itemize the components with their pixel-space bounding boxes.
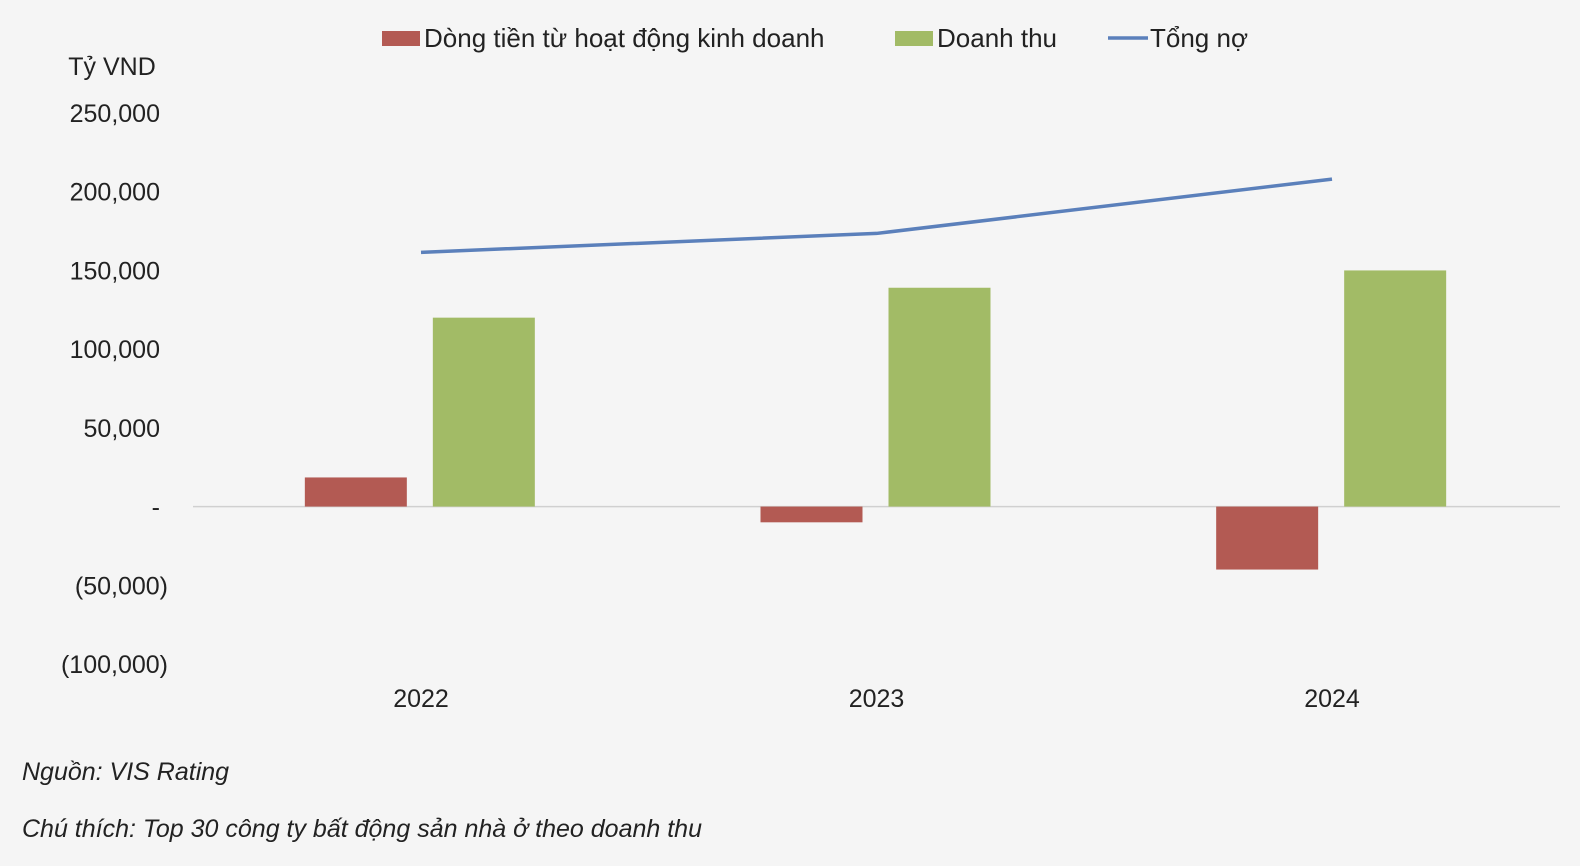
bar-doanh-thu-2024 — [1344, 270, 1447, 507]
bar-dong-tien-tu-hoat-dong-kinh-doanh-2024 — [1216, 506, 1319, 570]
y-tick-label: 250,000 — [70, 100, 160, 128]
source-note: Nguồn: VIS Rating — [22, 758, 230, 786]
caption-note: Chú thích: Top 30 công ty bất động sản n… — [22, 815, 702, 843]
y-tick-label: (100,000) — [61, 651, 168, 679]
y-tick-label: 100,000 — [70, 336, 160, 364]
legend-swatch-doanh-thu — [895, 31, 933, 46]
y-tick-label: 50,000 — [84, 415, 160, 443]
legend-label-dong-tien-tu-hoat-dong-kinh-doanh: Dòng tiền từ hoạt động kinh doanh — [424, 23, 825, 53]
y-tick-label: 200,000 — [70, 179, 160, 207]
line-tong-no — [420, 177, 1333, 255]
chart-svg: Tỷ VND 250,000 200,000 150,000 100,000 50,000… — [61, 23, 1560, 713]
legend-swatch-dong-tien-tu-hoat-dong-kinh-doanh — [382, 31, 420, 46]
x-tick-label-2022: 2022 — [393, 685, 449, 713]
y-tick-label: 150,000 — [70, 257, 160, 285]
bar-dong-tien-tu-hoat-dong-kinh-doanh-2022 — [304, 477, 407, 507]
x-tick-label-2023: 2023 — [849, 685, 905, 713]
legend-label-doanh-thu: Doanh thu — [937, 23, 1057, 53]
chart-container: Tỷ VND 250,000 200,000 150,000 100,000 50,000… — [61, 23, 1560, 713]
y-tick-label: (50,000) — [75, 572, 168, 600]
bar-doanh-thu-2023 — [888, 287, 991, 507]
bar-doanh-thu-2022 — [432, 317, 535, 507]
legend-label-tong-no: Tổng nợ — [1150, 23, 1248, 53]
bar-dong-tien-tu-hoat-dong-kinh-doanh-2023 — [760, 506, 863, 523]
y-axis-label: Tỷ VND — [68, 53, 156, 81]
x-tick-label-2024: 2024 — [1304, 685, 1360, 713]
y-tick-label: - — [152, 494, 160, 522]
